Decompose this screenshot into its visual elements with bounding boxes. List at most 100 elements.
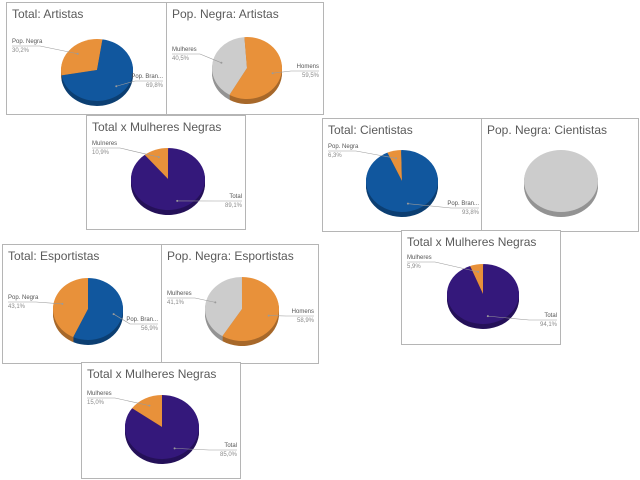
slice-label: Pop. Bran... (447, 201, 479, 207)
leader-dot (148, 404, 151, 407)
pie-slice (52, 278, 89, 338)
pie-slice (131, 148, 205, 210)
pie-slice (144, 148, 169, 179)
pie-slice (470, 264, 484, 294)
chart-title: Total x Mulheres Negras (407, 235, 537, 249)
pie-slice (222, 277, 279, 341)
leader-dot (157, 156, 160, 159)
slice-value-label: 59,5% (302, 73, 320, 79)
slice-label: Total (544, 313, 557, 319)
leader-line (172, 53, 222, 64)
leader-line (8, 301, 63, 305)
slice-label: Mulheres (87, 391, 112, 397)
slice-label: Total (229, 194, 242, 200)
slice-value-label: 58,9% (297, 318, 315, 324)
chart-title: Pop. Negra: Cientistas (487, 123, 608, 137)
pie-chart-total-x-mulheres-negras-cientistas: Total x Mulheres Negras Mulheres 5,9% Tota… (401, 230, 561, 345)
leader-line (328, 150, 397, 159)
slice-value-label: 85,0% (220, 452, 238, 458)
pie-chart-svg: Pop. Negra 30,2% Pop. Bran... 69,8% (12, 38, 164, 106)
slice-value-label: 89,1% (225, 203, 243, 209)
pie-chart-svg (524, 150, 598, 217)
leader-line (407, 203, 479, 209)
pie-chart-total-x-mulheres-negras-esportistas: Total x Mulheres Negras Mulheres 15,0% Tot… (81, 362, 241, 479)
slice-label: Pop. Bran... (126, 317, 158, 323)
pie-chart-svg: Mulheres 41,1% Homens 58,9% (167, 277, 315, 346)
slice-label: Pop. Bran... (131, 74, 163, 80)
leader-line (174, 448, 237, 451)
leader-line (272, 70, 319, 74)
leader-dot (477, 270, 480, 273)
pie-chart-total-cientistas: Total: Cientistas Pop. Negra 6,3% Pop. Bra… (322, 118, 483, 232)
slice-label: Mul neres (92, 141, 117, 147)
leader-dot (112, 313, 115, 316)
pie-chart-pop-negra-artistas: Pop. Negra: Artistas Mulheres 40,5% Homens… (166, 2, 324, 115)
leader-dot (176, 199, 179, 202)
pie-chart-svg: Mulheres 5,9% Total 94,1% (407, 255, 558, 329)
pie-chart-svg: Mul neres 10,9% Total 89,1% (92, 141, 243, 215)
leader-dot (115, 85, 118, 88)
leader-dot (214, 301, 217, 304)
pie-chart-total-esportistas: Total: Esportistas Pop. Negra 43,1% Pop. B… (2, 244, 163, 364)
leader-dot (220, 61, 223, 64)
chart-title: Total: Esportistas (8, 249, 100, 263)
leader-line (12, 45, 78, 55)
chart-title: Total x Mulheres Negras (92, 120, 222, 134)
slice-value-label: 5,9% (407, 264, 421, 270)
slice-value-label: 41,1% (167, 300, 185, 306)
leader-dot (486, 315, 489, 318)
pie-slice (205, 277, 242, 337)
leader-line (116, 80, 163, 87)
slice-value-label: 10,9% (92, 150, 110, 156)
leader-dot (173, 447, 176, 450)
leader-dot (395, 157, 398, 160)
chart-title: Pop. Negra: Esportistas (167, 249, 294, 263)
leader-line (92, 147, 159, 158)
slice-value-label: 40,5% (172, 56, 190, 62)
slice-label: Mulheres (172, 47, 197, 53)
pie-slice (61, 38, 103, 76)
chart-title: Total: Cientistas (328, 123, 413, 137)
pie-slice (366, 150, 438, 212)
pie-slice (73, 278, 123, 340)
pie-chart-svg: Pop. Negra 43,1% Pop. Bran... 56,9% (8, 278, 159, 345)
pie-chart-svg: Mulheres 15,0% Total 85,0% (87, 391, 238, 464)
pie-slice (524, 150, 598, 212)
leader-line (167, 297, 216, 303)
pie-chart-total-x-mulheres-negras-artistas: Total x Mulheres Negras Mul neres 10,9% To… (86, 115, 246, 230)
slice-value-label: 30,2% (12, 48, 30, 54)
leader-line (487, 315, 557, 321)
slice-value-label: 43,1% (8, 304, 26, 310)
leader-line (407, 261, 479, 273)
pie-slice (447, 264, 519, 324)
leader-dot (271, 72, 274, 75)
slice-value-label: 6,3% (328, 153, 342, 159)
slice-label: Pop. Negra (328, 144, 359, 150)
pie-slice (132, 395, 162, 427)
pie-chart-pop-negra-cientistas: Pop. Negra: Cientistas (481, 118, 639, 232)
slice-label: Total (224, 443, 237, 449)
pie-slice (387, 150, 402, 181)
pie-slice (229, 37, 282, 99)
slice-value-label: 56,9% (141, 326, 159, 332)
pie-chart-pop-negra-esportistas: Pop. Negra: Esportistas Mulheres 41,1% Hom… (161, 244, 319, 364)
pie-slice (125, 395, 199, 459)
pie-chart-total-artistas: Total: Artistas Pop. Negra 30,2% Pop. Bran… (6, 2, 168, 115)
pie-slice (61, 39, 133, 102)
slice-label: Homens (297, 64, 319, 70)
slice-label: Pop. Negra (12, 39, 43, 45)
leader-dot (267, 314, 270, 317)
slice-value-label: 15,0% (87, 400, 105, 406)
leader-dot (76, 52, 79, 55)
slice-label: Mulheres (407, 255, 432, 261)
leader-dot (61, 302, 64, 305)
slice-label: Mulheres (167, 291, 192, 297)
pie-chart-svg: Pop. Negra 6,3% Pop. Bran... 93,8% (328, 144, 480, 217)
slice-value-label: 94,1% (540, 322, 558, 328)
pie-slice (211, 37, 247, 95)
chart-title: Total x Mulheres Negras (87, 367, 217, 381)
leader-line (87, 397, 150, 406)
slice-label: Homens (292, 309, 314, 315)
slice-label: Pop. Negra (8, 295, 39, 301)
slice-value-label: 69,8% (146, 83, 164, 89)
